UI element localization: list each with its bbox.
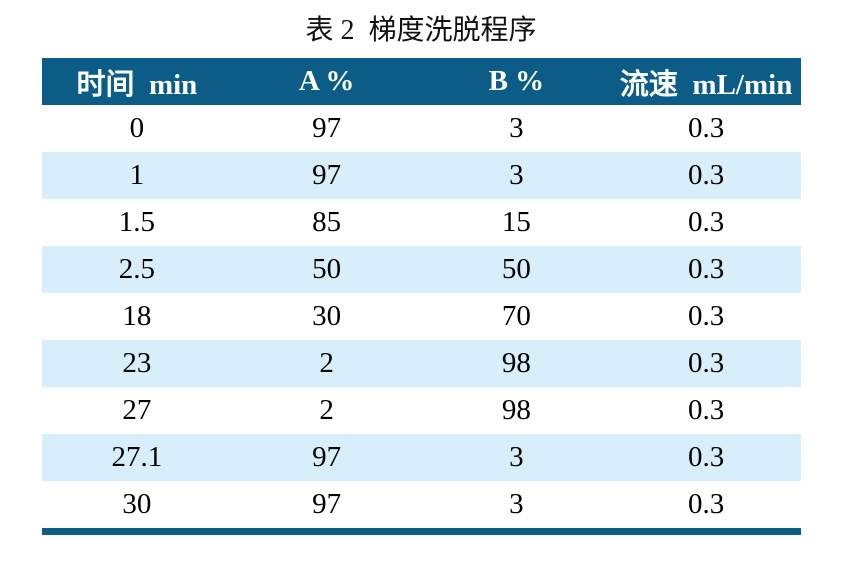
- table-cell: 0.3: [611, 246, 801, 293]
- table-cell: 3: [421, 481, 612, 532]
- table-cell: 1.5: [42, 199, 232, 246]
- table-cell: 2: [231, 387, 422, 434]
- table-header-row: 时间 min A % B % 流速 mL/min: [42, 58, 801, 105]
- table-cell: 0.3: [611, 434, 801, 481]
- table-cell: 97: [231, 434, 422, 481]
- table-row: 27.1 97 3 0.3: [42, 434, 801, 481]
- table-cell: 23: [42, 340, 232, 387]
- table-cell: 0.3: [611, 152, 801, 199]
- table-cell: 97: [231, 152, 422, 199]
- table-cell: 1: [42, 152, 232, 199]
- header-cell: 时间 min: [42, 58, 232, 105]
- header-cell: 流速 mL/min: [611, 58, 801, 105]
- header-cell: A %: [231, 58, 422, 105]
- table-cell: 0.3: [611, 105, 801, 152]
- table-cell: 3: [421, 152, 612, 199]
- table-body: 0 97 3 0.3 1 97 3 0.3 1.5 85 15 0.3 2.5 50 50 0.3 18 30 70…: [42, 105, 801, 532]
- table-caption: 表 2 梯度洗脱程序: [305, 15, 537, 46]
- table-cell: 2.5: [42, 246, 232, 293]
- table-cell: 70: [421, 293, 612, 340]
- table-cell: 30: [231, 293, 422, 340]
- table-cell: 3: [421, 434, 612, 481]
- table-row: 23 2 98 0.3: [42, 340, 801, 387]
- table-cell: 15: [421, 199, 612, 246]
- table-cell: 98: [421, 387, 612, 434]
- table-cell: 0.3: [611, 387, 801, 434]
- table-cell: 97: [231, 481, 422, 532]
- header-cell: B %: [421, 58, 612, 105]
- table-row: 27 2 98 0.3: [42, 387, 801, 434]
- table-cell: 0: [42, 105, 232, 152]
- table-cell: 0.3: [611, 340, 801, 387]
- table-row: 18 30 70 0.3: [42, 293, 801, 340]
- table-row: 30 97 3 0.3: [42, 481, 801, 532]
- table-cell: 0.3: [611, 481, 801, 532]
- table-cell: 0.3: [611, 199, 801, 246]
- table-cell: 2: [231, 340, 422, 387]
- table-cell: 98: [421, 340, 612, 387]
- table-cell: 50: [421, 246, 612, 293]
- table-row: 2.5 50 50 0.3: [42, 246, 801, 293]
- table-header: 时间 min A % B % 流速 mL/min: [42, 58, 801, 105]
- table-row: 0 97 3 0.3: [42, 105, 801, 152]
- table-cell: 27.1: [42, 434, 232, 481]
- table-cell: 85: [231, 199, 422, 246]
- table-cell: 18: [42, 293, 232, 340]
- gradient-elution-table: 时间 min A % B % 流速 mL/min 0 97 3 0.3 1 97 3 0.3 1.5 8…: [42, 58, 801, 535]
- table-cell: 0.3: [611, 293, 801, 340]
- table-row: 1.5 85 15 0.3: [42, 199, 801, 246]
- table-cell: 97: [231, 105, 422, 152]
- table-cell: 3: [421, 105, 612, 152]
- table-cell: 50: [231, 246, 422, 293]
- table-row: 1 97 3 0.3: [42, 152, 801, 199]
- table-cell: 27: [42, 387, 232, 434]
- table-cell: 30: [42, 481, 232, 532]
